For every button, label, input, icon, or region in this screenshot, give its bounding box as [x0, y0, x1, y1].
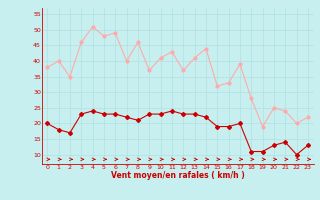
- X-axis label: Vent moyen/en rafales ( km/h ): Vent moyen/en rafales ( km/h ): [111, 171, 244, 180]
